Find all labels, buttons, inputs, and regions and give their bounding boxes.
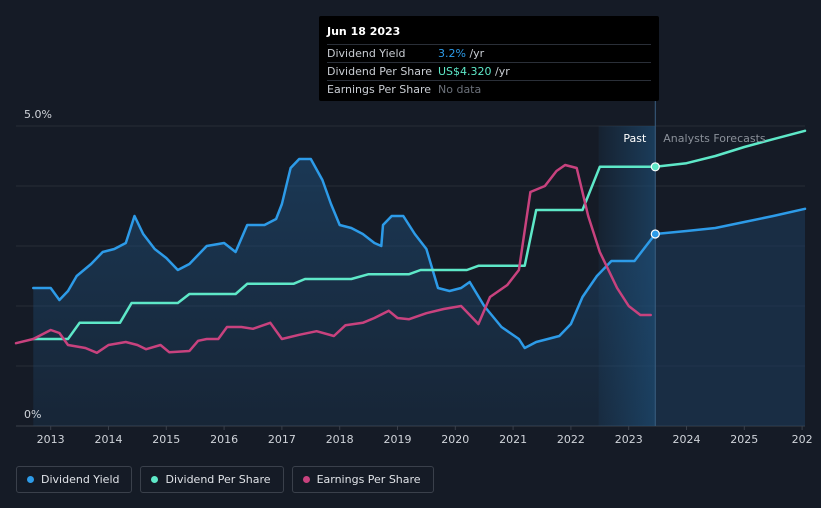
tooltip-label: Dividend Per Share [327, 65, 433, 78]
x-axis-ticks: 2013 2014 2015 2016 2017 2018 2019 2020 2021 2022… [37, 426, 813, 446]
x-tick-label: 2022 [557, 433, 585, 446]
forecast-label: Analysts Forecasts [663, 132, 766, 145]
y-axis-label-bottom: 0% [24, 408, 41, 421]
series-areas [33, 159, 805, 426]
series-line-3 [654, 129, 807, 169]
tooltip-label: Dividend Yield [327, 47, 406, 60]
x-tick-label: 202 [792, 433, 813, 446]
x-tick-label: 2020 [441, 433, 469, 446]
tooltip-row-dividend-per-share: Dividend Per Share US$4.320 /yr [327, 62, 651, 80]
x-tick-label: 2017 [268, 433, 296, 446]
tooltip-row-dividend-yield: Dividend Yield 3.2% /yr [327, 44, 651, 62]
series-line-0 [32, 157, 657, 350]
x-tick-label: 2021 [499, 433, 527, 446]
tooltip-value: 3.2% [438, 47, 466, 60]
x-tick-label: 2023 [615, 433, 643, 446]
x-tick-label: 2018 [326, 433, 354, 446]
tooltip-value: No data [438, 83, 482, 96]
past-label: Past [623, 132, 647, 145]
series-marker [650, 162, 660, 172]
x-tick-label: 2025 [730, 433, 758, 446]
series-lines [14, 129, 807, 355]
chart-legend: Dividend Yield Dividend Per Share Earnin… [16, 466, 434, 493]
series-area-0 [33, 159, 656, 426]
legend-dividend-per-share[interactable]: Dividend Per Share [140, 466, 284, 493]
series-line-4 [14, 163, 652, 355]
x-tick-label: 2016 [210, 433, 238, 446]
legend-label: Earnings Per Share [316, 473, 421, 486]
x-tick-label: 2024 [673, 433, 701, 446]
tooltip-unit: /yr [491, 65, 510, 78]
x-tick-label: 2014 [94, 433, 122, 446]
hover-tooltip: Jun 18 2023 Dividend Yield 3.2% /yr Divi… [319, 16, 659, 101]
legend-label: Dividend Yield [41, 473, 120, 486]
x-tick-label: 2013 [37, 433, 65, 446]
legend-dot-icon [27, 476, 34, 483]
legend-dividend-yield[interactable]: Dividend Yield [16, 466, 133, 493]
tooltip-value: US$4.320 [438, 65, 492, 78]
y-axis-label-top: 5.0% [24, 108, 52, 121]
series-area-1 [655, 208, 805, 426]
series-line-2 [32, 165, 657, 341]
series-line-1 [654, 207, 807, 236]
x-tick-label: 2015 [152, 433, 180, 446]
y-axis-labels: 5.0% 0% [24, 108, 52, 421]
legend-dot-icon [302, 476, 310, 483]
tooltip-date: Jun 18 2023 [327, 25, 401, 38]
legend-dot-icon [151, 476, 159, 483]
legend-label: Dividend Per Share [165, 473, 271, 486]
legend-earnings-per-share[interactable]: Earnings Per Share [291, 466, 434, 493]
series-marker [650, 229, 660, 239]
tooltip-label: Earnings Per Share [327, 83, 432, 96]
tooltip-unit: /yr [465, 47, 485, 60]
x-tick-label: 2019 [383, 433, 411, 446]
series-markers [650, 162, 660, 239]
tooltip-row-earnings-per-share: Earnings Per Share No data [327, 80, 651, 98]
